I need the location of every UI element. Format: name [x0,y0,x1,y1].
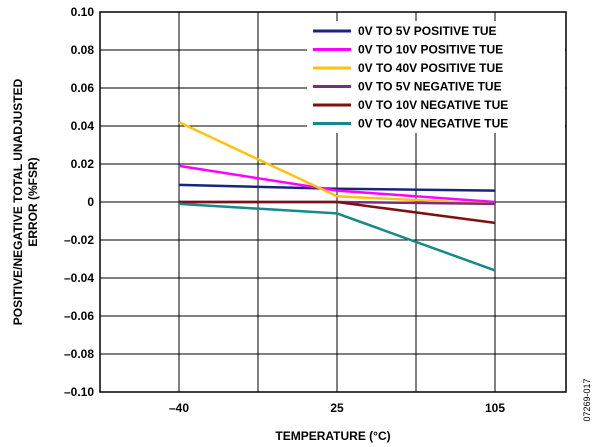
y-tick-label: 0.02 [71,157,95,171]
y-tick-label: –0.06 [64,309,94,323]
legend-label: 0V TO 5V NEGATIVE TUE [358,80,502,94]
legend-label: 0V TO 40V NEGATIVE TUE [358,117,508,131]
figure-id: 07269-017 [582,378,592,421]
y-axis-title: POSITIVE/NEGATIVE TOTAL UNADJUSTED ERROR… [11,78,40,325]
y-tick-label: –0.08 [64,347,94,361]
y-tick-label: –0.10 [64,385,94,399]
plot-frame [99,11,567,393]
y-tick-label: 0.04 [71,119,95,133]
x-tick-label: 105 [485,401,505,415]
y-tick-label: 0.06 [71,81,95,95]
series-line [178,164,496,204]
series-line [178,202,496,272]
legend-label: 0V TO 10V POSITIVE TUE [358,43,503,57]
y-tick-label: –0.02 [64,233,94,247]
legend-label: 0V TO 40V POSITIVE TUE [358,61,503,75]
legend: 0V TO 5V POSITIVE TUE 0V TO 10V POSITIVE … [307,21,565,133]
y-tick-label: 0.08 [71,43,95,57]
y-tick-label: 0 [87,195,94,209]
legend-label: 0V TO 10V NEGATIVE TUE [358,98,508,112]
series-layer [178,121,496,272]
x-tick-label: –40 [169,401,189,415]
x-tick-labels: –40 25 105 [169,401,505,415]
legend-label: 0V TO 5V POSITIVE TUE [358,24,497,38]
x-axis-title: TEMPERATURE (°C) [275,429,390,443]
series-line [179,200,496,225]
y-tick-label: –0.04 [64,271,94,285]
y-axis-title-line-1: POSITIVE/NEGATIVE TOTAL UNADJUSTED [11,78,25,325]
y-axis-title-line-2: ERROR (%FSR) [26,157,40,246]
series-line [178,121,496,206]
legend-background [307,21,565,133]
x-tick-label: 25 [330,401,344,415]
series-line [178,183,496,192]
y-tick-labels: –0.10 –0.08 –0.06 –0.04 –0.02 0 0.02 0.04 0.06 0.… [64,5,94,399]
y-tick-label: 0.10 [71,5,95,19]
